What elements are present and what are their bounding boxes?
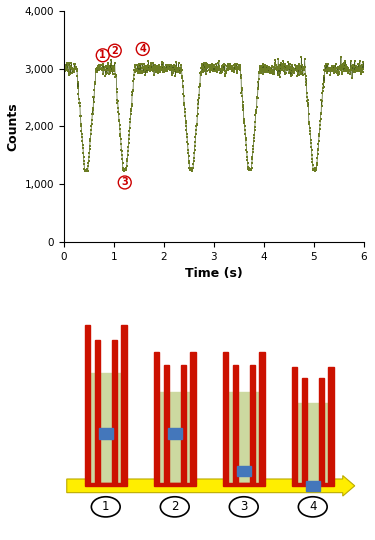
- Text: 3: 3: [240, 501, 248, 514]
- FancyArrow shape: [67, 476, 355, 496]
- Bar: [122, 325, 127, 483]
- Bar: [99, 428, 113, 438]
- Text: 4: 4: [140, 44, 146, 54]
- Bar: [328, 367, 334, 483]
- Bar: [260, 353, 265, 483]
- Bar: [233, 365, 238, 483]
- Bar: [85, 483, 127, 487]
- Bar: [228, 392, 260, 483]
- Bar: [223, 353, 228, 483]
- Bar: [159, 392, 190, 483]
- Bar: [250, 365, 255, 483]
- Bar: [164, 483, 186, 484]
- Bar: [190, 353, 196, 483]
- Bar: [306, 481, 320, 491]
- Bar: [181, 365, 186, 483]
- Bar: [85, 325, 90, 483]
- X-axis label: Time (s): Time (s): [185, 267, 243, 280]
- Bar: [168, 428, 182, 438]
- Text: 4: 4: [309, 501, 316, 514]
- Text: 1: 1: [102, 501, 110, 514]
- Bar: [297, 403, 328, 483]
- Text: 3: 3: [122, 178, 128, 187]
- Bar: [164, 365, 169, 483]
- Bar: [154, 353, 159, 483]
- Bar: [237, 466, 251, 476]
- Text: 2: 2: [111, 46, 118, 56]
- Bar: [292, 367, 297, 483]
- Bar: [319, 377, 324, 483]
- Y-axis label: Counts: Counts: [6, 102, 19, 151]
- Bar: [112, 340, 117, 483]
- Bar: [223, 483, 265, 487]
- Bar: [154, 483, 196, 487]
- Text: 1: 1: [99, 50, 106, 60]
- Bar: [233, 483, 255, 484]
- Bar: [302, 377, 307, 483]
- Bar: [90, 373, 122, 483]
- Bar: [95, 483, 117, 484]
- Text: 2: 2: [171, 501, 178, 514]
- Bar: [292, 483, 334, 487]
- Bar: [95, 340, 100, 483]
- Bar: [302, 483, 324, 484]
